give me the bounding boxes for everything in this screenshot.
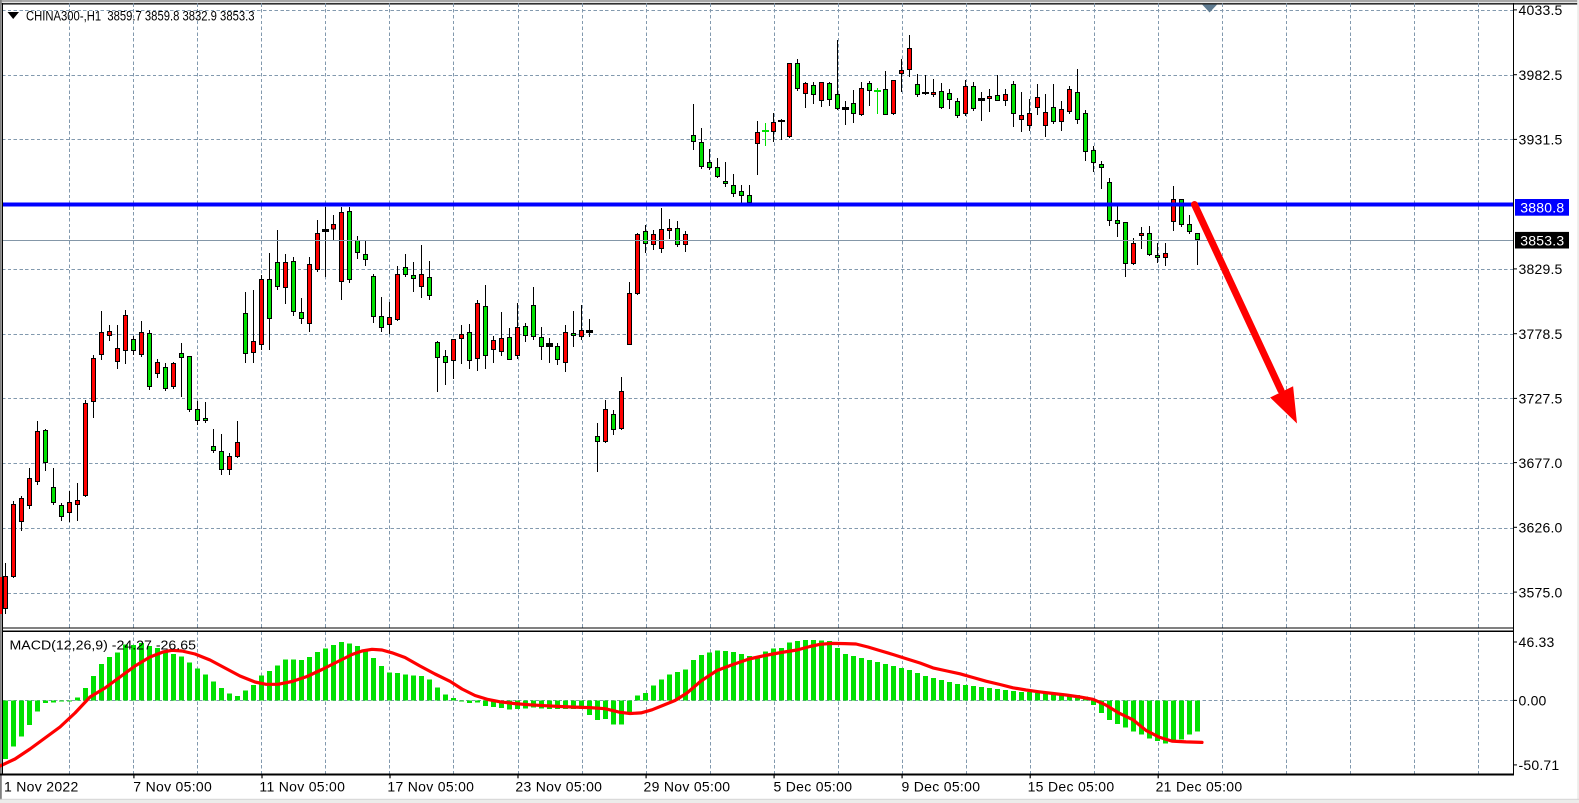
svg-text:5 Dec 05:00: 5 Dec 05:00: [774, 778, 853, 794]
svg-text:9 Dec 05:00: 9 Dec 05:00: [902, 778, 981, 794]
svg-text:3778.5: 3778.5: [1519, 326, 1563, 342]
svg-text:1 Nov 2022: 1 Nov 2022: [4, 778, 79, 794]
svg-text:MACD(12,26,9) -24.27 -26.65: MACD(12,26,9) -24.27 -26.65: [10, 638, 197, 653]
svg-text:29 Nov 05:00: 29 Nov 05:00: [644, 778, 731, 794]
svg-text:3727.5: 3727.5: [1519, 391, 1563, 407]
svg-text:46.33: 46.33: [1519, 634, 1555, 650]
svg-text:23 Nov 05:00: 23 Nov 05:00: [515, 778, 602, 794]
svg-text:3829.5: 3829.5: [1519, 261, 1563, 277]
svg-text:3880.8: 3880.8: [1520, 200, 1564, 216]
svg-text:3626.0: 3626.0: [1519, 520, 1563, 536]
svg-text:3853.3: 3853.3: [1520, 233, 1564, 249]
svg-text:11 Nov 05:00: 11 Nov 05:00: [259, 778, 345, 794]
svg-text:15 Dec 05:00: 15 Dec 05:00: [1028, 778, 1115, 794]
svg-text:3982.5: 3982.5: [1519, 67, 1563, 83]
svg-text:3575.0: 3575.0: [1519, 584, 1563, 600]
svg-text:3931.5: 3931.5: [1519, 132, 1563, 148]
svg-text:3677.0: 3677.0: [1519, 455, 1563, 471]
svg-text:17 Nov 05:00: 17 Nov 05:00: [387, 778, 474, 794]
svg-text:7 Nov 05:00: 7 Nov 05:00: [133, 778, 212, 794]
svg-text:-50.71: -50.71: [1519, 757, 1560, 773]
svg-text:21 Dec 05:00: 21 Dec 05:00: [1156, 778, 1243, 794]
svg-text:CHINA300-,H1 3859.7 3859.8 38: CHINA300-,H1 3859.7 3859.8 3832.9 3853.3: [26, 9, 255, 24]
svg-text:0.00: 0.00: [1519, 693, 1547, 709]
svg-text:4033.5: 4033.5: [1519, 2, 1563, 18]
